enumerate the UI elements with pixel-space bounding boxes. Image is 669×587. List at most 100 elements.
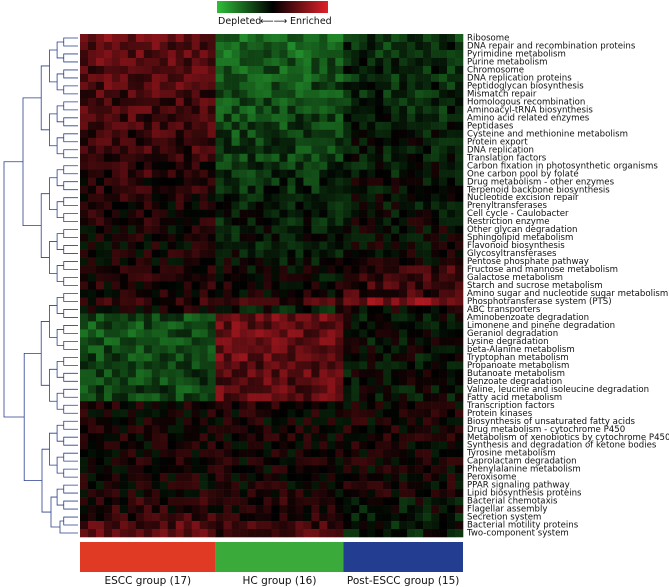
- heatmap-cell: [359, 217, 368, 226]
- heatmap-cell: [279, 49, 288, 59]
- row-label: Cell cycle - Caulobacter: [467, 209, 569, 219]
- heatmap-cell: [215, 305, 224, 314]
- heatmap-cell: [215, 337, 224, 346]
- heatmap-cell: [439, 65, 448, 75]
- heatmap-cell: [455, 193, 464, 202]
- heatmap-cell: [263, 321, 272, 330]
- heatmap-cell: [447, 313, 456, 322]
- heatmap-cell: [255, 225, 264, 234]
- heatmap-cell: [199, 393, 208, 402]
- heatmap-cell: [351, 137, 360, 147]
- heatmap-cell: [191, 209, 200, 218]
- heatmap-cell: [367, 393, 376, 402]
- heatmap-cell: [199, 169, 208, 179]
- heatmap-cell: [303, 433, 312, 442]
- heatmap-cell: [431, 529, 440, 538]
- heatmap-cell: [375, 305, 384, 314]
- heatmap-cell: [359, 49, 368, 59]
- heatmap-cell: [447, 353, 456, 362]
- heatmap-cell: [375, 241, 384, 250]
- heatmap-cell: [175, 161, 185, 171]
- heatmap-cell: [215, 41, 224, 51]
- heatmap-cell: [175, 305, 185, 314]
- heatmap-cell: [271, 201, 280, 210]
- heatmap-cell: [335, 193, 344, 202]
- heatmap-cell: [263, 401, 272, 410]
- heatmap-cell: [399, 209, 408, 218]
- row-label: Valine, leucine and isoleucine degradati…: [467, 385, 649, 395]
- heatmap-cell: [215, 409, 224, 418]
- heatmap-cell: [239, 57, 248, 67]
- heatmap-cell: [399, 401, 408, 410]
- heatmap-cell: [367, 321, 376, 330]
- heatmap-cell: [87, 89, 97, 99]
- heatmap-cell: [151, 497, 161, 506]
- heatmap-cell: [239, 369, 248, 378]
- heatmap-cell: [95, 305, 105, 314]
- heatmap-cell: [95, 81, 105, 91]
- heatmap-cell: [399, 393, 408, 402]
- heatmap-cell: [383, 41, 392, 51]
- heatmap-cell: [407, 513, 416, 522]
- heatmap-cell: [151, 225, 161, 234]
- heatmap-cell: [359, 321, 368, 330]
- heatmap-cell: [111, 73, 121, 83]
- heatmap-cell: [343, 465, 352, 474]
- heatmap-cell: [183, 425, 193, 434]
- heatmap-cell: [263, 57, 272, 67]
- heatmap-cell: [431, 361, 440, 370]
- heatmap-cell: [319, 209, 328, 218]
- heatmap-cell: [119, 329, 129, 338]
- heatmap-cell: [327, 489, 336, 498]
- heatmap-cell: [103, 529, 113, 538]
- heatmap-cell: [423, 393, 432, 402]
- heatmap-cell: [351, 113, 360, 123]
- heatmap-cell: [423, 505, 432, 514]
- heatmap-cell: [263, 129, 272, 139]
- heatmap-cell: [223, 297, 232, 306]
- heatmap-cell: [303, 89, 312, 99]
- heatmap-cell: [119, 249, 129, 258]
- heatmap-cell: [127, 177, 137, 186]
- heatmap-cell: [279, 201, 288, 210]
- heatmap-cell: [343, 457, 352, 466]
- heatmap-cell: [391, 305, 400, 314]
- heatmap-cell: [143, 41, 153, 51]
- heatmap-cell: [159, 521, 169, 530]
- row-label: Transcription factors: [466, 401, 555, 411]
- heatmap-cell: [447, 321, 456, 330]
- heatmap-cell: [80, 225, 89, 234]
- heatmap-cell: [335, 233, 344, 242]
- heatmap-cell: [87, 529, 97, 538]
- dendrogram-branch: [56, 488, 64, 506]
- heatmap-cell: [335, 177, 344, 186]
- heatmap-cell: [199, 201, 208, 210]
- heatmap-cell: [319, 417, 328, 426]
- heatmap-cell: [351, 81, 360, 91]
- heatmap-cell: [359, 497, 368, 506]
- heatmap-cell: [247, 89, 256, 99]
- heatmap-cell: [415, 241, 424, 250]
- heatmap-cell: [263, 489, 272, 498]
- heatmap-cell: [447, 505, 456, 514]
- row-label: Restriction enzyme: [467, 217, 550, 227]
- heatmap-cell: [295, 385, 304, 394]
- heatmap-cell: [359, 121, 368, 131]
- heatmap-cell: [415, 513, 424, 522]
- heatmap-cell: [311, 153, 320, 163]
- heatmap-cell: [95, 209, 105, 218]
- heatmap-cell: [295, 169, 304, 179]
- heatmap-cell: [255, 353, 264, 362]
- heatmap-cell: [111, 393, 121, 402]
- heatmap-cell: [159, 385, 169, 394]
- heatmap-cell: [199, 313, 208, 322]
- heatmap-cell: [367, 465, 376, 474]
- heatmap-cell: [143, 369, 153, 378]
- heatmap-cell: [279, 433, 288, 442]
- heatmap-cell: [431, 153, 440, 163]
- heatmap-cell: [439, 89, 448, 99]
- heatmap-cell: [103, 449, 113, 458]
- heatmap-cell: [383, 417, 392, 426]
- heatmap-cell: [319, 313, 328, 322]
- heatmap-cell: [175, 137, 185, 147]
